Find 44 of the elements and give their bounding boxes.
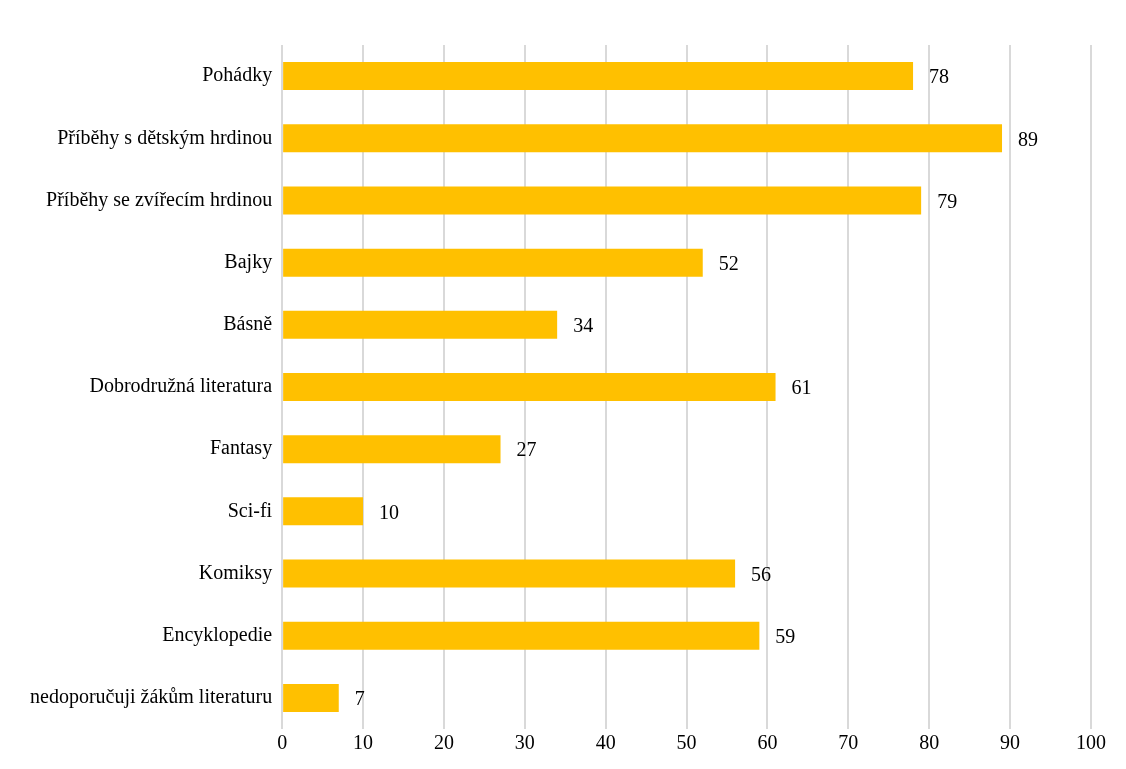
data-label: 27: [516, 438, 537, 461]
x-tick-label: 80: [919, 731, 940, 754]
x-tick-label: 10: [353, 731, 374, 754]
y-tick-label: nedoporučuji žákům literaturu: [30, 685, 273, 709]
y-tick-label: Sci-fi: [227, 498, 273, 521]
x-tick-label: 0: [277, 731, 288, 754]
bar: [283, 124, 1003, 153]
bar: [283, 435, 501, 464]
data-label: 52: [718, 251, 739, 274]
bar: [283, 373, 776, 401]
data-label: 7: [354, 687, 365, 710]
x-tick-label: 100: [1076, 731, 1106, 754]
y-tick-label: Komiksy: [198, 560, 273, 584]
y-tick-label: Fantasy: [209, 436, 273, 460]
data-label: 61: [791, 376, 812, 399]
y-tick-label: Příběhy se zvířecím hrdinou: [46, 187, 273, 211]
bar: [283, 621, 760, 650]
x-tick-label: 50: [676, 731, 697, 754]
x-tick-label: 20: [433, 731, 454, 754]
y-tick-label: Bajky: [224, 249, 273, 273]
x-tick-label: 70: [838, 731, 859, 754]
x-tick-label: 30: [514, 731, 535, 754]
bar: [283, 62, 914, 91]
data-label: 78: [929, 65, 950, 88]
bar: [283, 497, 364, 526]
data-label: 10: [379, 500, 400, 523]
x-tick-label: 90: [1000, 731, 1021, 754]
data-label: 56: [751, 562, 772, 585]
data-label: 89: [1018, 127, 1039, 150]
data-label: 79: [937, 189, 958, 212]
y-tick-label: Pohádky: [202, 63, 273, 87]
bar: [283, 559, 736, 588]
data-label: 34: [573, 314, 594, 337]
x-tick-label: 40: [595, 731, 616, 754]
bar: [283, 248, 703, 277]
y-tick-label: Příběhy s dětským hrdinou: [57, 125, 273, 149]
data-label: 59: [775, 624, 796, 647]
x-tick-label: 60: [757, 731, 778, 754]
y-tick-label: Dobrodružná literatura: [89, 374, 273, 397]
bar: [283, 186, 922, 215]
y-tick-label: Básně: [223, 312, 273, 335]
bar: [283, 683, 339, 712]
bar: [283, 310, 558, 339]
y-tick-label: Encyklopedie: [162, 622, 273, 646]
